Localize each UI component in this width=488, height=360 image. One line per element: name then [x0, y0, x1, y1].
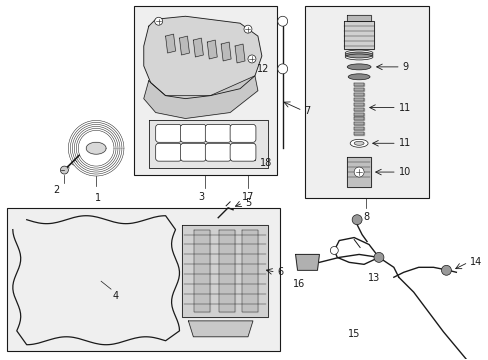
Circle shape: [61, 166, 68, 174]
Polygon shape: [346, 157, 370, 187]
Polygon shape: [148, 121, 267, 168]
Text: 10: 10: [398, 167, 410, 177]
Polygon shape: [219, 230, 235, 312]
Polygon shape: [353, 108, 364, 111]
Circle shape: [351, 215, 361, 225]
Polygon shape: [353, 117, 364, 121]
Circle shape: [154, 17, 163, 25]
Polygon shape: [143, 76, 257, 118]
Polygon shape: [165, 34, 175, 53]
FancyBboxPatch shape: [205, 143, 231, 161]
Ellipse shape: [345, 52, 372, 58]
Polygon shape: [182, 225, 267, 317]
Text: 4: 4: [113, 291, 119, 301]
Polygon shape: [353, 93, 364, 96]
FancyBboxPatch shape: [155, 125, 181, 142]
Text: 11: 11: [398, 138, 410, 148]
Polygon shape: [353, 98, 364, 100]
Text: 15: 15: [347, 329, 360, 339]
Circle shape: [353, 167, 364, 177]
FancyBboxPatch shape: [230, 125, 255, 142]
FancyBboxPatch shape: [230, 143, 255, 161]
Text: 14: 14: [469, 257, 482, 267]
Polygon shape: [242, 230, 257, 312]
Text: 7: 7: [304, 105, 310, 116]
Circle shape: [247, 55, 255, 63]
Polygon shape: [221, 42, 231, 61]
Text: 17: 17: [241, 192, 254, 202]
Text: 16: 16: [293, 279, 305, 289]
Ellipse shape: [353, 141, 364, 145]
Text: 11: 11: [398, 103, 410, 113]
Polygon shape: [353, 83, 364, 86]
Ellipse shape: [349, 139, 367, 147]
Bar: [304, 6, 427, 198]
Polygon shape: [353, 132, 364, 135]
Polygon shape: [207, 40, 217, 59]
Text: 2: 2: [53, 185, 60, 195]
Polygon shape: [346, 15, 370, 21]
Text: 8: 8: [362, 212, 368, 222]
Polygon shape: [235, 44, 244, 63]
Polygon shape: [344, 21, 373, 49]
FancyBboxPatch shape: [180, 143, 206, 161]
Ellipse shape: [346, 64, 370, 70]
Text: 9: 9: [402, 62, 408, 72]
Polygon shape: [353, 127, 364, 130]
Text: 12: 12: [257, 64, 269, 74]
Polygon shape: [179, 36, 189, 55]
Polygon shape: [194, 230, 210, 312]
Text: 13: 13: [367, 273, 379, 283]
Text: 5: 5: [244, 198, 251, 208]
Polygon shape: [353, 88, 364, 91]
Text: 6: 6: [277, 267, 284, 277]
Text: 18: 18: [259, 158, 272, 168]
Text: 1: 1: [95, 193, 101, 203]
Polygon shape: [353, 113, 364, 116]
Polygon shape: [295, 255, 319, 270]
Text: 3: 3: [198, 192, 204, 202]
Polygon shape: [143, 16, 262, 99]
Polygon shape: [193, 38, 203, 57]
Polygon shape: [188, 321, 252, 337]
Polygon shape: [353, 122, 364, 125]
Circle shape: [244, 25, 251, 33]
FancyBboxPatch shape: [180, 125, 206, 142]
Bar: [7, 208, 279, 351]
Polygon shape: [86, 142, 106, 154]
Circle shape: [277, 16, 287, 26]
FancyBboxPatch shape: [205, 125, 231, 142]
Polygon shape: [353, 103, 364, 105]
Bar: [134, 6, 276, 175]
Ellipse shape: [347, 74, 369, 80]
Circle shape: [373, 252, 383, 262]
Circle shape: [330, 247, 338, 255]
Circle shape: [441, 265, 450, 275]
Circle shape: [277, 64, 287, 74]
FancyBboxPatch shape: [155, 143, 181, 161]
